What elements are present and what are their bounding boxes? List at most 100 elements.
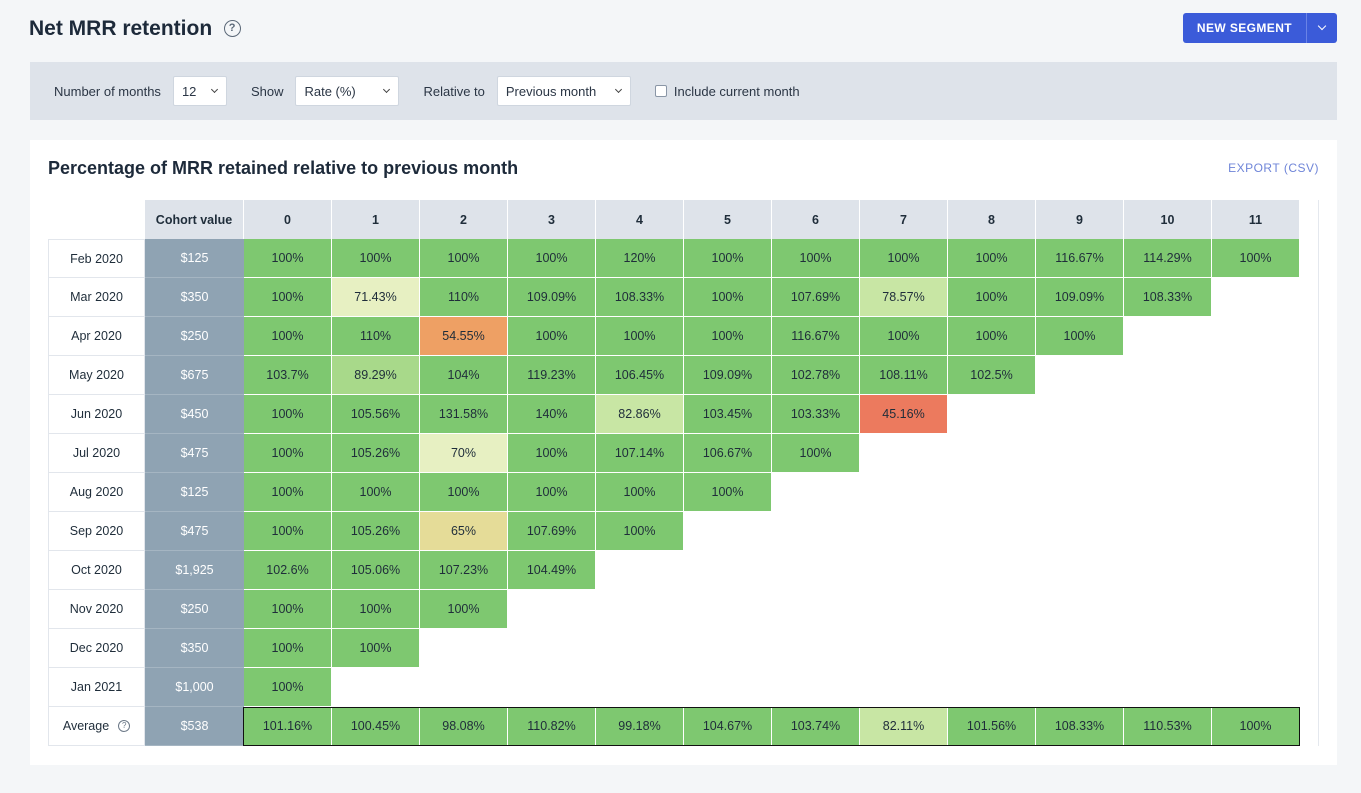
retention-cell[interactable]: 116.67% (772, 317, 860, 356)
retention-cell[interactable]: 106.45% (596, 356, 684, 395)
retention-cell[interactable]: 108.33% (1124, 278, 1212, 317)
retention-cell[interactable]: 71.43% (332, 278, 420, 317)
retention-cell[interactable]: 89.29% (332, 356, 420, 395)
average-cell[interactable]: 98.08% (420, 707, 508, 746)
include-current-month-label[interactable]: Include current month (673, 83, 800, 99)
retention-cell[interactable]: 78.57% (860, 278, 948, 317)
retention-cell[interactable]: 100% (244, 512, 332, 551)
retention-cell[interactable]: 107.69% (508, 512, 596, 551)
retention-cell[interactable]: 82.86% (596, 395, 684, 434)
retention-cell[interactable]: 100% (332, 473, 420, 512)
help-icon[interactable]: ? (118, 720, 131, 732)
average-cell[interactable]: 100.45% (332, 707, 420, 746)
average-cell[interactable]: 100% (1212, 707, 1300, 746)
retention-cell[interactable]: 100% (508, 434, 596, 473)
retention-cell[interactable]: 102.5% (948, 356, 1036, 395)
retention-cell[interactable]: 100% (420, 239, 508, 278)
retention-cell[interactable]: 100% (948, 278, 1036, 317)
new-segment-label[interactable]: NEW SEGMENT (1196, 21, 1292, 35)
retention-cell[interactable]: 100% (860, 317, 948, 356)
retention-cell[interactable]: 100% (1212, 239, 1300, 278)
show-select[interactable]: Rate (%) (295, 76, 400, 106)
retention-cell[interactable]: 108.33% (596, 278, 684, 317)
retention-cell[interactable]: 45.16% (860, 395, 948, 434)
average-cell[interactable]: 99.18% (596, 707, 684, 746)
average-cell[interactable]: 101.16% (244, 707, 332, 746)
retention-cell[interactable]: 103.45% (684, 395, 772, 434)
months-select[interactable]: 12 (172, 76, 227, 106)
retention-cell[interactable]: 100% (244, 629, 332, 668)
retention-cell[interactable]: 140% (508, 395, 596, 434)
retention-cell[interactable]: 109.09% (684, 356, 772, 395)
retention-cell[interactable]: 70% (420, 434, 508, 473)
retention-cell[interactable]: 100% (244, 278, 332, 317)
retention-cell[interactable]: 100% (420, 473, 508, 512)
retention-cell[interactable]: 105.26% (332, 434, 420, 473)
retention-cell[interactable]: 100% (772, 434, 860, 473)
retention-cell[interactable]: 107.23% (420, 551, 508, 590)
retention-cell[interactable]: 100% (244, 239, 332, 278)
retention-cell[interactable]: 100% (596, 512, 684, 551)
retention-cell[interactable]: 100% (508, 317, 596, 356)
retention-cell[interactable]: 106.67% (684, 434, 772, 473)
average-cell[interactable]: 110.53% (1124, 707, 1212, 746)
retention-cell[interactable]: 100% (1036, 317, 1124, 356)
retention-cell[interactable]: 102.6% (244, 551, 332, 590)
retention-cell[interactable]: 100% (684, 239, 772, 278)
retention-cell[interactable]: 100% (332, 590, 420, 629)
retention-cell[interactable]: 100% (684, 473, 772, 512)
retention-cell[interactable]: 100% (772, 239, 860, 278)
retention-cell[interactable]: 103.33% (772, 395, 860, 434)
average-cell[interactable]: 110.82% (508, 707, 596, 746)
retention-cell[interactable]: 105.56% (332, 395, 420, 434)
relative-select[interactable]: Previous month (496, 76, 631, 106)
retention-cell[interactable]: 105.06% (332, 551, 420, 590)
retention-cell[interactable]: 100% (596, 473, 684, 512)
include-current-month-checkbox[interactable] (654, 85, 667, 97)
retention-cell[interactable]: 65% (420, 512, 508, 551)
retention-cell[interactable]: 109.09% (508, 278, 596, 317)
retention-cell[interactable]: 116.67% (1036, 239, 1124, 278)
retention-cell[interactable]: 100% (948, 239, 1036, 278)
retention-cell[interactable]: 100% (332, 629, 420, 668)
help-icon[interactable]: ? (223, 20, 241, 38)
retention-cell[interactable]: 100% (244, 434, 332, 473)
retention-cell[interactable]: 100% (948, 317, 1036, 356)
retention-cell[interactable]: 100% (332, 239, 420, 278)
retention-cell[interactable]: 105.26% (332, 512, 420, 551)
retention-cell[interactable]: 104% (420, 356, 508, 395)
retention-cell[interactable]: 131.58% (420, 395, 508, 434)
retention-cell[interactable]: 107.14% (596, 434, 684, 473)
retention-cell[interactable]: 100% (244, 395, 332, 434)
average-cell[interactable]: 82.11% (860, 707, 948, 746)
new-segment-dropdown[interactable] (1306, 13, 1337, 43)
retention-cell[interactable]: 103.7% (244, 356, 332, 395)
retention-cell[interactable]: 100% (244, 317, 332, 356)
average-cell[interactable]: 101.56% (948, 707, 1036, 746)
retention-cell[interactable]: 100% (508, 473, 596, 512)
retention-cell[interactable]: 54.55% (420, 317, 508, 356)
retention-cell[interactable]: 109.09% (1036, 278, 1124, 317)
export-csv-link[interactable]: EXPORT (CSV) (1228, 161, 1319, 175)
retention-cell[interactable]: 100% (684, 278, 772, 317)
retention-cell[interactable]: 120% (596, 239, 684, 278)
retention-cell[interactable]: 110% (420, 278, 508, 317)
retention-cell[interactable]: 100% (244, 668, 332, 707)
retention-cell[interactable]: 114.29% (1124, 239, 1212, 278)
retention-cell[interactable]: 102.78% (772, 356, 860, 395)
new-segment-button[interactable]: NEW SEGMENT (1182, 13, 1337, 43)
retention-cell[interactable]: 100% (596, 317, 684, 356)
retention-cell[interactable]: 100% (420, 590, 508, 629)
retention-cell[interactable]: 100% (860, 239, 948, 278)
average-cell[interactable]: 104.67% (684, 707, 772, 746)
retention-cell[interactable]: 100% (244, 590, 332, 629)
retention-cell[interactable]: 100% (508, 239, 596, 278)
retention-cell[interactable]: 104.49% (508, 551, 596, 590)
retention-cell[interactable]: 100% (684, 317, 772, 356)
retention-cell[interactable]: 108.11% (860, 356, 948, 395)
retention-cell[interactable]: 107.69% (772, 278, 860, 317)
retention-cell[interactable]: 100% (244, 473, 332, 512)
retention-cell[interactable]: 119.23% (508, 356, 596, 395)
retention-cell[interactable]: 110% (332, 317, 420, 356)
average-cell[interactable]: 108.33% (1036, 707, 1124, 746)
